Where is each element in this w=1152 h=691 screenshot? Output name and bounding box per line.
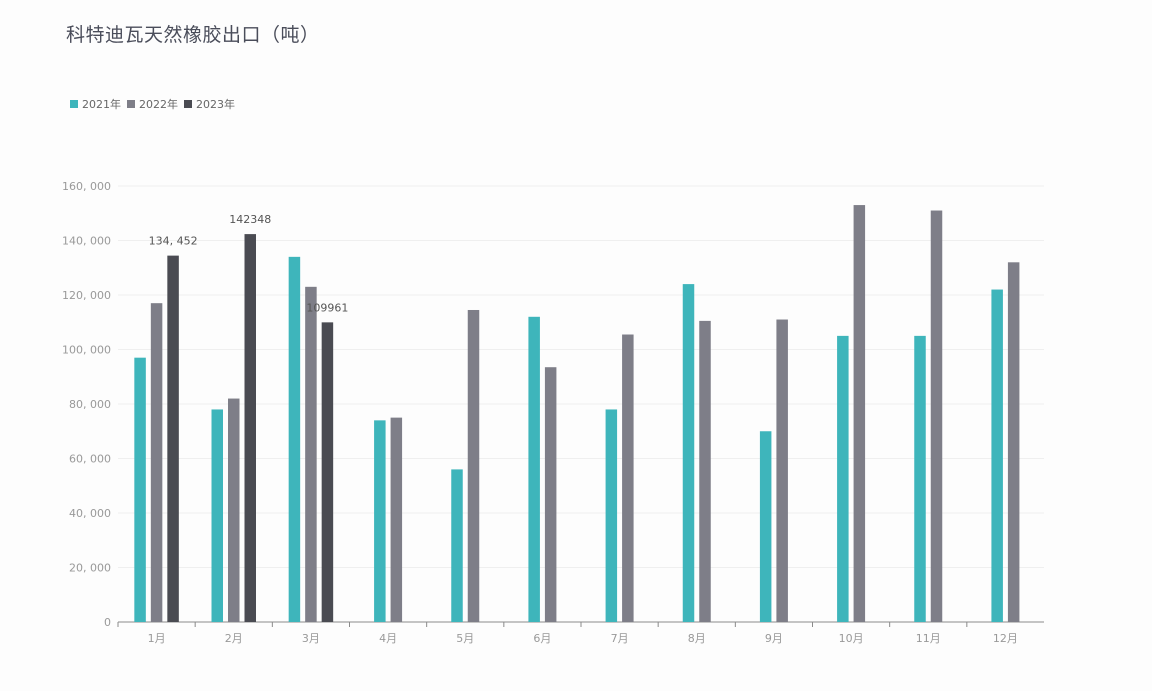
x-tick-label: 10月	[839, 632, 864, 645]
x-tick-label: 2月	[225, 632, 243, 645]
x-tick-label: 7月	[611, 632, 629, 645]
legend-swatch-2022	[127, 100, 135, 108]
legend-label-2021: 2021年	[82, 98, 121, 111]
legend-item-2022[interactable]: 2022年	[127, 96, 178, 112]
y-tick-label: 140, 000	[62, 235, 111, 248]
bar-2023年-2月	[244, 234, 256, 623]
bar-2022年-7月	[622, 334, 634, 622]
data-label: 109961	[306, 301, 348, 314]
data-label: 142348	[229, 213, 271, 226]
bar-2021年-8月	[682, 284, 695, 622]
bar-2021年-12月	[991, 289, 1003, 622]
data-label: 134, 452	[149, 235, 198, 248]
x-tick-label: 4月	[379, 632, 397, 645]
y-tick-label: 120, 000	[62, 289, 111, 302]
y-tick-label: 20, 000	[69, 562, 111, 575]
bar-2021年-1月	[134, 357, 146, 622]
y-tick-label: 60, 000	[69, 453, 111, 466]
bar-2022年-4月	[390, 417, 403, 622]
bar-2021年-4月	[374, 420, 386, 622]
bar-2022年-1月	[150, 303, 163, 622]
bar-2022年-2月	[228, 398, 240, 622]
y-tick-label: 100, 000	[62, 344, 111, 357]
y-tick-label: 40, 000	[69, 507, 111, 520]
bar-2022年-10月	[853, 205, 866, 622]
legend-label-2022: 2022年	[139, 98, 178, 111]
x-tick-label: 12月	[993, 632, 1018, 645]
x-tick-label: 8月	[688, 632, 706, 645]
bar-2021年-3月	[288, 256, 301, 622]
bar-2022年-3月	[305, 286, 317, 622]
bar-2021年-10月	[837, 335, 849, 622]
x-tick-label: 1月	[148, 632, 166, 645]
y-tick-label: 160, 000	[62, 180, 111, 193]
bar-2022年-8月	[699, 320, 711, 622]
bar-2021年-11月	[914, 335, 926, 622]
y-tick-label: 80, 000	[69, 398, 111, 411]
legend-swatch-2021	[70, 100, 78, 108]
x-tick-label: 11月	[916, 632, 941, 645]
bar-2022年-5月	[467, 309, 480, 622]
legend-label-2023: 2023年	[196, 98, 235, 111]
bar-2021年-6月	[528, 316, 540, 622]
bar-2022年-11月	[930, 210, 943, 622]
bar-2021年-5月	[451, 469, 463, 622]
y-tick-label: 0	[104, 616, 111, 629]
x-tick-label: 6月	[533, 632, 551, 645]
legend-item-2021[interactable]: 2021年	[70, 96, 121, 112]
bar-2022年-12月	[1007, 262, 1020, 622]
bar-2022年-6月	[544, 367, 557, 622]
legend-item-2023[interactable]: 2023年	[184, 96, 235, 112]
bar-2021年-9月	[759, 431, 772, 622]
bar-2023年-3月	[321, 322, 334, 622]
chart-title: 科特迪瓦天然橡胶出口（吨）	[66, 24, 320, 46]
x-tick-label: 9月	[765, 632, 783, 645]
bar-2023年-1月	[167, 255, 179, 623]
legend-swatch-2023	[184, 100, 192, 108]
bar-2022年-9月	[776, 319, 788, 622]
x-tick-label: 5月	[456, 632, 474, 645]
bar-2021年-7月	[605, 409, 618, 622]
x-tick-label: 3月	[302, 632, 320, 645]
bar-2021年-2月	[211, 409, 223, 622]
legend: 2021年 2022年 2023年	[70, 96, 235, 112]
